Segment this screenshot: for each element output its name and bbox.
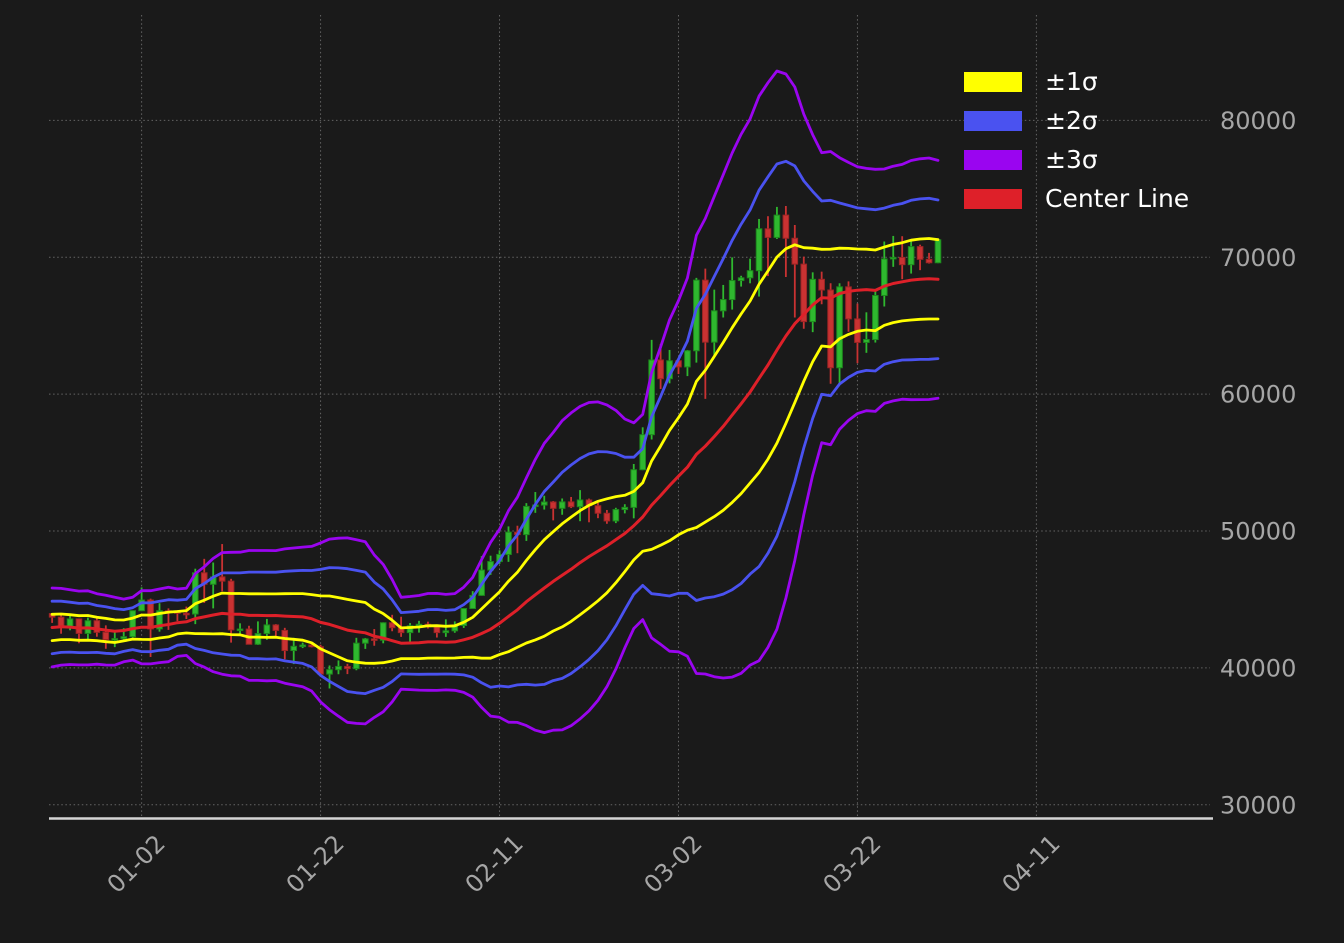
candle <box>827 283 834 384</box>
candle <box>934 238 942 264</box>
y-tick-label: 30000 <box>1220 791 1296 819</box>
candle <box>621 504 629 514</box>
band-upper-3sigma <box>50 69 940 601</box>
candle <box>800 256 808 329</box>
candle <box>737 275 745 287</box>
x-tick-label: 02-11 <box>460 829 529 898</box>
candle <box>567 496 575 509</box>
legend-item-center-line: Center Line <box>964 184 1190 213</box>
legend-item-3sigma: ±3σ <box>964 145 1189 174</box>
candle <box>460 607 468 628</box>
x-tick-label: 01-02 <box>102 829 171 898</box>
candle <box>57 613 65 634</box>
legend-label-1sigma: ±1σ <box>1045 67 1098 96</box>
candle <box>916 244 924 271</box>
candle <box>702 268 709 399</box>
candle <box>549 501 557 521</box>
band-lower-2sigma <box>50 357 940 695</box>
candle <box>648 339 655 440</box>
candle <box>585 498 593 523</box>
candle <box>362 637 369 649</box>
candle <box>326 665 333 689</box>
candle <box>612 507 620 524</box>
candle <box>836 283 843 384</box>
candle <box>782 205 790 277</box>
candle <box>576 490 584 522</box>
candle <box>227 578 235 643</box>
y-tick-label: 50000 <box>1220 518 1296 546</box>
candle <box>889 235 897 267</box>
candle <box>603 509 611 524</box>
candle <box>594 502 602 519</box>
candle <box>925 252 933 264</box>
candle <box>299 642 306 649</box>
candle <box>540 495 548 510</box>
candle <box>863 312 870 353</box>
y-axis-labels: 30000 40000 50000 60000 70000 80000 <box>1220 107 1296 819</box>
candle <box>93 615 101 637</box>
candle <box>236 623 244 635</box>
grid-vertical <box>141 15 1037 819</box>
y-tick-label: 60000 <box>1220 381 1296 409</box>
candle <box>335 660 342 675</box>
candle <box>111 632 119 648</box>
candle <box>290 637 298 665</box>
legend-swatch-2sigma <box>964 111 1022 131</box>
legend-swatch-center-line <box>964 189 1022 209</box>
grid-horizontal <box>49 119 1210 806</box>
band-lower-3sigma <box>50 396 940 734</box>
candles-group <box>48 205 942 689</box>
candle <box>379 622 387 644</box>
candle <box>728 257 736 310</box>
x-tick-label: 03-02 <box>639 829 708 898</box>
candle <box>791 224 799 318</box>
candle <box>872 289 879 343</box>
legend-swatch-1sigma <box>964 72 1022 92</box>
legend-label-3sigma: ±3σ <box>1045 145 1098 174</box>
candle <box>353 637 360 671</box>
candle <box>746 258 754 284</box>
candle <box>764 216 772 277</box>
candle <box>657 343 664 389</box>
candle <box>773 206 781 239</box>
candle <box>719 284 727 318</box>
x-axis-labels: 01-02 01-22 02-11 03-02 03-22 04-11 <box>102 829 1066 898</box>
candle <box>406 623 414 643</box>
candle <box>845 281 852 332</box>
legend-item-2sigma: ±2σ <box>964 106 1189 135</box>
x-tick-label: 01-22 <box>281 829 350 898</box>
band-lower-1sigma <box>50 317 940 665</box>
candle <box>281 627 289 660</box>
candle <box>880 241 888 307</box>
candle <box>209 562 217 609</box>
legend-label-2sigma: ±2σ <box>1045 106 1098 135</box>
candle <box>442 619 450 637</box>
center-line <box>50 277 940 645</box>
band-upper-2sigma <box>50 159 940 614</box>
y-tick-label: 80000 <box>1220 107 1296 135</box>
chart-legend: ±1σ ±2σ ±3σ Center Line <box>964 67 1190 213</box>
candle <box>183 606 190 620</box>
candle <box>129 610 136 638</box>
candle <box>388 614 396 632</box>
candle <box>809 272 817 333</box>
band-upper-1sigma <box>50 237 940 630</box>
legend-label-center-line: Center Line <box>1045 184 1190 213</box>
x-tick-label: 03-22 <box>818 829 887 898</box>
y-tick-label: 40000 <box>1220 654 1296 682</box>
candle <box>272 624 280 638</box>
legend-swatch-3sigma <box>964 150 1022 170</box>
candle <box>558 498 566 515</box>
y-tick-label: 70000 <box>1220 244 1296 272</box>
legend-item-1sigma: ±1σ <box>964 67 1189 96</box>
candle <box>344 663 351 675</box>
candle <box>684 349 691 377</box>
candle <box>254 621 262 645</box>
candle <box>245 625 253 645</box>
candle <box>907 239 915 274</box>
x-tick-label: 04-11 <box>997 829 1066 898</box>
candle <box>710 289 718 357</box>
